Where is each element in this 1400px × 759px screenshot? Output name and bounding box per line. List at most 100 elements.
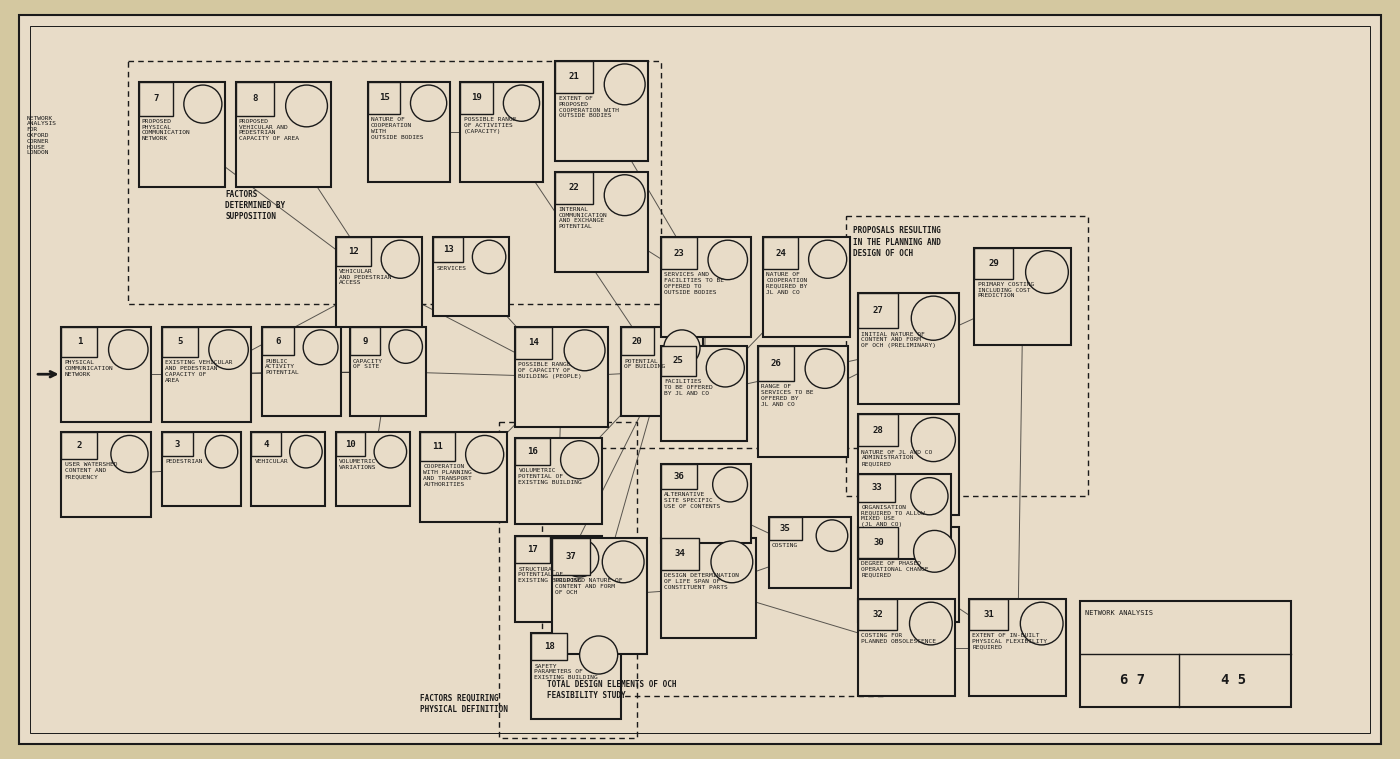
Bar	[368, 82, 449, 182]
Bar	[420, 433, 455, 461]
Text: 14: 14	[529, 339, 539, 348]
Text: NETWORK
ANALYSIS
FOR
OXFORD
CORNER
HOUSE
LONDON: NETWORK ANALYSIS FOR OXFORD CORNER HOUSE…	[27, 115, 56, 156]
Bar	[661, 538, 699, 570]
Bar	[661, 237, 697, 269]
Text: PHYSICAL
COMMUNICATION
NETWORK: PHYSICAL COMMUNICATION NETWORK	[64, 361, 113, 377]
Bar	[974, 247, 1071, 345]
Bar	[139, 82, 174, 115]
Bar	[858, 293, 959, 404]
Bar	[661, 538, 756, 638]
Bar	[461, 82, 543, 182]
Text: SAFETY
PARAMETERS OF
EXISTING BUILDING: SAFETY PARAMETERS OF EXISTING BUILDING	[535, 663, 598, 680]
Bar	[974, 247, 1014, 279]
Text: 20: 20	[631, 336, 643, 345]
Text: POTENTIAL
OF BUILDING: POTENTIAL OF BUILDING	[624, 358, 665, 370]
Text: ORGANISATION
REQUIRED TO ALLOW
MIXED USE
(JL AND CO): ORGANISATION REQUIRED TO ALLOW MIXED USE…	[861, 505, 925, 527]
Circle shape	[381, 240, 419, 279]
Text: 18: 18	[543, 642, 554, 651]
Bar	[1079, 601, 1291, 707]
Text: 2: 2	[77, 441, 83, 450]
Text: 5: 5	[176, 338, 182, 346]
Text: 30: 30	[874, 538, 883, 547]
Circle shape	[504, 85, 539, 121]
Bar	[461, 82, 493, 114]
Bar	[552, 538, 591, 575]
Text: ALTERNATIVE
SITE SPECIFIC
USE OF CONTENTS: ALTERNATIVE SITE SPECIFIC USE OF CONTENT…	[664, 493, 721, 509]
Text: PROPOSED
PHYSICAL
COMMUNICATION
NETWORK: PROPOSED PHYSICAL COMMUNICATION NETWORK	[141, 119, 190, 141]
Circle shape	[304, 330, 337, 365]
Bar	[556, 61, 592, 93]
Text: INTERNAL
COMMUNICATION
AND EXCHANGE
POTENTIAL: INTERNAL COMMUNICATION AND EXCHANGE POTE…	[559, 207, 608, 229]
Text: 22: 22	[568, 183, 580, 192]
Bar	[858, 414, 959, 515]
Bar	[515, 326, 608, 427]
Text: PEDESTRIAN: PEDESTRIAN	[165, 459, 203, 464]
Text: 34: 34	[675, 550, 686, 559]
Circle shape	[1026, 250, 1068, 294]
Circle shape	[602, 541, 644, 583]
Bar	[858, 528, 899, 558]
Text: 27: 27	[874, 306, 883, 315]
Text: 3: 3	[175, 439, 181, 449]
Text: FACTORS REQUIRING
PHYSICAL DEFINITION: FACTORS REQUIRING PHYSICAL DEFINITION	[420, 694, 508, 714]
Text: RANGE OF
SERVICES TO BE
OFFERED BY
JL AND CO: RANGE OF SERVICES TO BE OFFERED BY JL AN…	[762, 384, 813, 407]
Text: 29: 29	[988, 259, 1000, 268]
Bar	[433, 237, 463, 263]
Bar	[769, 517, 802, 540]
Bar	[235, 82, 330, 187]
Circle shape	[466, 436, 504, 474]
Circle shape	[290, 436, 322, 468]
Text: SERVICES: SERVICES	[437, 266, 466, 270]
Text: FACILITIES
TO BE OFFERED
BY JL AND CO: FACILITIES TO BE OFFERED BY JL AND CO	[664, 380, 713, 396]
Text: 1: 1	[77, 338, 83, 346]
Circle shape	[286, 85, 328, 127]
Circle shape	[816, 520, 848, 552]
Text: 35: 35	[780, 524, 791, 533]
Circle shape	[706, 349, 745, 387]
Bar	[62, 433, 151, 517]
Text: VEHICULAR: VEHICULAR	[255, 459, 288, 464]
Bar	[235, 82, 273, 115]
Bar	[556, 172, 648, 272]
Bar	[252, 433, 281, 456]
Text: COSTING: COSTING	[771, 543, 798, 548]
Text: 21: 21	[568, 72, 580, 81]
Bar	[336, 237, 423, 326]
Circle shape	[374, 436, 406, 468]
Bar	[763, 237, 850, 337]
Circle shape	[910, 602, 952, 645]
Text: 6: 6	[276, 336, 280, 345]
Text: 37: 37	[566, 552, 577, 561]
Bar	[858, 599, 955, 696]
Bar	[127, 61, 661, 304]
Bar	[433, 237, 510, 317]
Text: 10: 10	[346, 439, 356, 449]
Bar	[336, 433, 365, 456]
Circle shape	[911, 477, 948, 515]
Bar	[515, 536, 602, 622]
Text: VOLUMETRIC
POTENTIAL OF
EXISTING BUILDING: VOLUMETRIC POTENTIAL OF EXISTING BUILDIN…	[518, 468, 582, 485]
Bar	[661, 464, 750, 543]
Circle shape	[911, 417, 955, 461]
Text: SERVICES AND
FACILITIES TO BE
OFFERED TO
OUTSIDE BODIES: SERVICES AND FACILITIES TO BE OFFERED TO…	[664, 272, 724, 294]
Text: 17: 17	[528, 545, 538, 554]
Circle shape	[410, 85, 447, 121]
Text: PUBLIC
ACTIVITY
POTENTIAL: PUBLIC ACTIVITY POTENTIAL	[265, 358, 300, 375]
Text: 8: 8	[252, 94, 258, 103]
Circle shape	[560, 539, 599, 577]
Circle shape	[713, 467, 748, 502]
Bar	[661, 237, 750, 337]
Text: EXTENT OF
PROPOSED
COOPERATION WITH
OUTSIDE BODIES: EXTENT OF PROPOSED COOPERATION WITH OUTS…	[559, 96, 619, 118]
Bar	[262, 326, 294, 355]
Circle shape	[605, 64, 645, 105]
Bar	[500, 422, 637, 739]
Bar	[969, 599, 1008, 630]
Circle shape	[560, 441, 599, 479]
Text: 31: 31	[983, 610, 994, 619]
Bar	[62, 326, 151, 422]
Circle shape	[389, 330, 423, 364]
Bar	[858, 414, 899, 446]
Text: POSSIBLE RANGE
OF ACTIVITIES
(CAPACITY): POSSIBLE RANGE OF ACTIVITIES (CAPACITY)	[463, 117, 517, 134]
Text: PROPOSALS RESULTING
IN THE PLANNING AND
DESIGN OF OCH: PROPOSALS RESULTING IN THE PLANNING AND …	[853, 226, 941, 257]
Text: NATURE OF
COOPERATION
REQUIRED BY
JL AND CO: NATURE OF COOPERATION REQUIRED BY JL AND…	[766, 272, 808, 294]
